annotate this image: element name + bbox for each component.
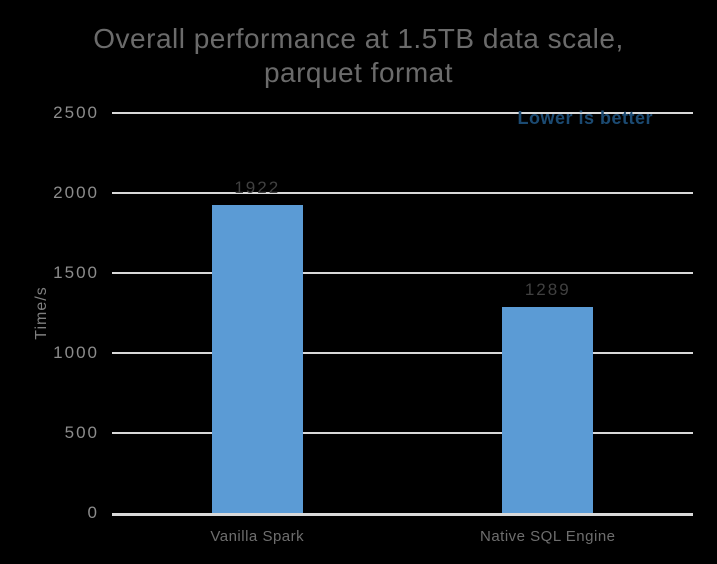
y-tick-label-1000: 1000 [53, 343, 99, 362]
chart-title-line-2: parquet format [263, 57, 454, 88]
data-label-1922: 1922 [234, 178, 281, 198]
chart-title: Overall performance at 1.5TB data scale,… [0, 22, 717, 90]
category-label-vanilla-spark: Vanilla Spark [210, 528, 305, 545]
gridline-500 [112, 432, 693, 434]
y-tick-label-1500: 1500 [53, 263, 99, 282]
bar-native-sql-engine [502, 306, 594, 513]
bar-vanilla-spark [211, 205, 303, 513]
gridline-1000 [112, 352, 693, 354]
y-tick-label-2500: 2500 [53, 103, 99, 122]
y-tick-label-500: 500 [64, 423, 99, 442]
gridline-2000 [112, 192, 693, 194]
chart-title-line-1: Overall performance at 1.5TB data scale, [93, 23, 624, 54]
plot-area: Lower is better 1922 Vanilla Spark 1289 Nat… [112, 108, 693, 545]
category-label-native-sql-engine: Native SQL Engine [479, 528, 616, 545]
gridline-1500 [112, 272, 693, 274]
y-tick-label-0: 0 [87, 503, 99, 522]
y-axis-title: Time/s [33, 286, 50, 340]
annotation-lower-is-better: Lower is better [517, 108, 653, 128]
y-axis: 0 500 1000 1500 2000 2500 [0, 103, 99, 522]
gridline-2500 [112, 112, 693, 114]
data-label-1289: 1289 [524, 279, 571, 299]
y-tick-label-2000: 2000 [53, 183, 99, 202]
